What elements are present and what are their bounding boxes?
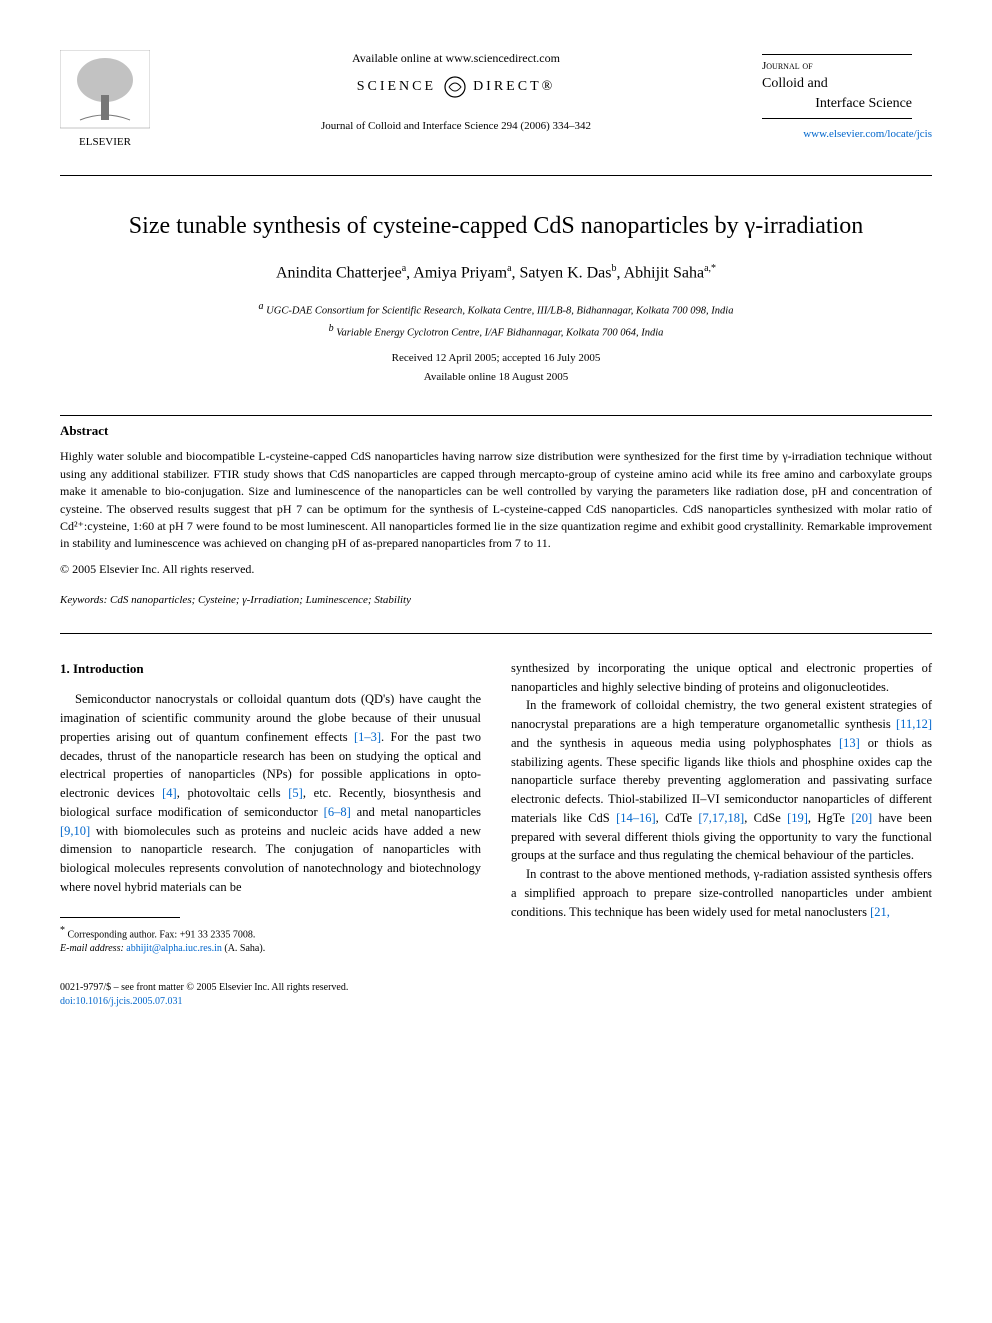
p1-f: with biomolecules such as proteins and n… — [60, 824, 481, 894]
affiliation-b: b Variable Energy Cyclotron Centre, I/AF… — [60, 322, 932, 341]
author-3-sup: b — [612, 263, 617, 274]
affil-b-sup: b — [329, 323, 334, 334]
header-row: ELSEVIER Available online at www.science… — [60, 50, 932, 155]
center-header: Available online at www.sciencedirect.co… — [150, 50, 762, 134]
abstract-text: Highly water soluble and biocompatible L… — [60, 448, 932, 552]
footnote-separator — [60, 917, 180, 918]
intro-p3: In the framework of colloidal chemistry,… — [511, 696, 932, 865]
affil-a-sup: a — [259, 301, 264, 312]
p3-f: , HgTe — [808, 811, 851, 825]
email-label: E-mail address: — [60, 943, 124, 954]
ref-7-17-18[interactable]: [7,17,18] — [698, 811, 744, 825]
p3-a: In the framework of colloidal chemistry,… — [511, 698, 932, 731]
sd-swirl-icon — [443, 75, 467, 99]
ref-11-12[interactable]: [11,12] — [896, 717, 932, 731]
right-column: synthesized by incorporating the unique … — [511, 659, 932, 956]
ref-19[interactable]: [19] — [787, 811, 808, 825]
intro-heading: 1. Introduction — [60, 659, 481, 679]
p3-d: , CdTe — [656, 811, 699, 825]
keywords-text: CdS nanoparticles; Cysteine; γ-Irradiati… — [110, 594, 411, 606]
journal-of: Journal of — [762, 59, 912, 74]
corr-text: Corresponding author. Fax: +91 33 2335 7… — [68, 929, 256, 940]
sd-text1: SCIENCE — [357, 79, 436, 94]
journal-name2: Interface Science — [762, 94, 912, 114]
affil-b-text: Variable Energy Cyclotron Centre, I/AF B… — [336, 328, 663, 339]
sciencedirect-logo: SCIENCE DIRECT® — [170, 75, 742, 99]
p3-e: , CdSe — [744, 811, 787, 825]
available-date: Available online 18 August 2005 — [60, 370, 932, 385]
p3-b: and the synthesis in aqueous media using… — [511, 736, 839, 750]
author-4: Abhijit Saha — [624, 265, 704, 282]
journal-title-box: Journal of Colloid and Interface Science… — [762, 50, 932, 142]
journal-link-text[interactable]: www.elsevier.com/locate/jcis — [803, 128, 932, 140]
intro-p4: In contrast to the above mentioned metho… — [511, 865, 932, 921]
left-column: 1. Introduction Semiconductor nanocrysta… — [60, 659, 481, 956]
elsevier-logo-block: ELSEVIER — [60, 50, 150, 155]
issn-line: 0021-9797/$ – see front matter © 2005 El… — [60, 981, 932, 995]
keywords: Keywords: CdS nanoparticles; Cysteine; γ… — [60, 593, 932, 608]
body-columns: 1. Introduction Semiconductor nanocrysta… — [60, 659, 932, 956]
email-person: (A. Saha). — [224, 943, 265, 954]
footnote-block: * Corresponding author. Fax: +91 33 2335… — [60, 924, 481, 956]
ref-9-10[interactable]: [9,10] — [60, 824, 90, 838]
affiliation-a: a UGC-DAE Consortium for Scientific Rese… — [60, 300, 932, 319]
intro-p1: Semiconductor nanocrystals or colloidal … — [60, 690, 481, 896]
ref-1-3[interactable]: [1–3] — [354, 730, 381, 744]
bottom-info: 0021-9797/$ – see front matter © 2005 El… — [60, 981, 932, 1009]
corr-author: * Corresponding author. Fax: +91 33 2335… — [60, 924, 481, 942]
paper-title: Size tunable synthesis of cysteine-cappe… — [60, 211, 932, 242]
author-2: Amiya Priyam — [413, 265, 507, 282]
ref-6-8[interactable]: [6–8] — [324, 805, 351, 819]
sd-text2: DIRECT® — [473, 79, 555, 94]
author-4-sup: a,* — [704, 263, 716, 274]
journal-name1: Colloid and — [762, 74, 912, 94]
author-1: Anindita Chatterjee — [276, 265, 402, 282]
online-text: Available online at www.sciencedirect.co… — [170, 50, 742, 67]
p4-a: In contrast to the above mentioned metho… — [511, 867, 932, 919]
authors: Anindita Chatterjeea, Amiya Priyama, Sat… — [60, 262, 932, 285]
ref-21[interactable]: [21, — [870, 905, 890, 919]
ref-13[interactable]: [13] — [839, 736, 860, 750]
copyright: © 2005 Elsevier Inc. All rights reserved… — [60, 561, 932, 578]
ref-20[interactable]: [20] — [851, 811, 872, 825]
p1-c: , photovoltaic cells — [177, 786, 289, 800]
p1-e: and metal nanoparticles — [351, 805, 481, 819]
author-1-sup: a — [402, 263, 406, 274]
intro-p2: synthesized by incorporating the unique … — [511, 659, 932, 697]
doi-line[interactable]: doi:10.1016/j.jcis.2005.07.031 — [60, 995, 932, 1009]
keywords-label: Keywords: — [60, 594, 107, 606]
affil-a-text: UGC-DAE Consortium for Scientific Resear… — [266, 306, 733, 317]
journal-ref: Journal of Colloid and Interface Science… — [170, 119, 742, 134]
ref-5[interactable]: [5] — [288, 786, 303, 800]
journal-link[interactable]: www.elsevier.com/locate/jcis — [762, 127, 932, 142]
author-2-sup: a — [507, 263, 511, 274]
abstract-heading: Abstract — [60, 422, 932, 440]
ref-4[interactable]: [4] — [162, 786, 177, 800]
ref-14-16[interactable]: [14–16] — [616, 811, 656, 825]
elsevier-tree-icon: ELSEVIER — [60, 50, 150, 150]
elsevier-text: ELSEVIER — [79, 136, 132, 148]
author-3: Satyen K. Das — [520, 265, 612, 282]
email-address[interactable]: abhijit@alpha.iuc.res.in — [126, 943, 222, 954]
received-date: Received 12 April 2005; accepted 16 July… — [60, 351, 932, 366]
email-line: E-mail address: abhijit@alpha.iuc.res.in… — [60, 942, 481, 956]
